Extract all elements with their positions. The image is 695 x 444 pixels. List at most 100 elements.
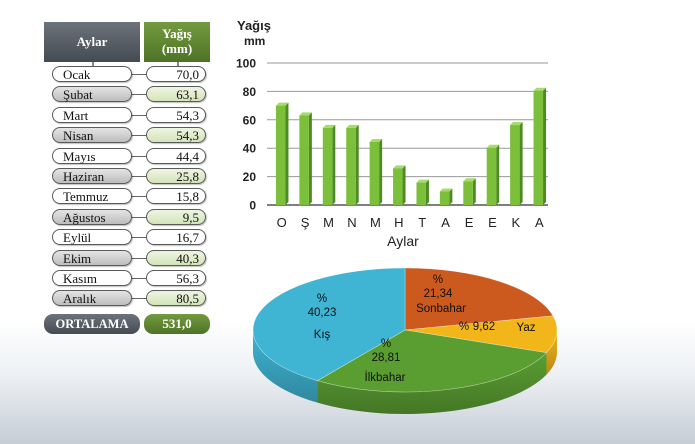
bar-gridlines xyxy=(267,62,548,206)
bar-y-axis-title-line1: Yağış xyxy=(237,18,271,33)
table-row: Ekim 40,3 xyxy=(0,249,230,268)
row-connector xyxy=(131,74,147,75)
rain-cell: 40,3 xyxy=(146,249,206,266)
bar-y-tick-label: 0 xyxy=(249,199,256,213)
bar-top xyxy=(510,122,523,126)
average-label: ORTALAMA xyxy=(44,314,140,334)
pie-slice-side-shade xyxy=(546,330,557,375)
pie-label-percent-sign: % xyxy=(433,274,443,286)
month-header-label: Aylar xyxy=(76,33,108,49)
bar xyxy=(533,90,544,205)
pie-label-name: İlkbahar xyxy=(365,371,406,384)
bar-side xyxy=(472,178,476,205)
pie-slice xyxy=(404,267,554,331)
row-connector xyxy=(131,135,147,137)
bar-top xyxy=(533,87,547,91)
rain-cell: 9,5 xyxy=(146,208,206,225)
average-row: ORTALAMA 531,0 xyxy=(0,314,230,336)
bar xyxy=(369,141,380,205)
row-connector xyxy=(131,257,147,259)
bar-side xyxy=(543,87,547,205)
pie-labels: % 21,34 Sonbahar% 9,62 Yaz% 28,81 İlkbahar% 40,… xyxy=(308,274,536,384)
table-row: Temmuz 15,8 xyxy=(0,188,230,206)
bar-side xyxy=(519,122,523,205)
table-row: Şubat 63,1 xyxy=(0,86,230,104)
row-connector xyxy=(131,114,147,116)
table-row: Mayıs 44,4 xyxy=(0,147,230,166)
row-connector xyxy=(131,216,147,218)
bar-x-tick-label: K xyxy=(512,215,521,230)
bar-side xyxy=(379,138,383,205)
rain-cell: 63,1 xyxy=(146,86,206,103)
bar-top xyxy=(393,165,406,169)
table-row: Eylül 16,7 xyxy=(0,229,230,247)
month-cell: Nisan xyxy=(52,127,132,144)
pie-depth xyxy=(253,330,557,414)
pie-label-value-label: 9,62 xyxy=(473,321,495,333)
pie-label-name: Sonbahar xyxy=(416,303,466,315)
bar-x-tick-label: N xyxy=(347,215,356,230)
month-cell: Şubat xyxy=(52,86,132,103)
month-cell: Aralık xyxy=(52,290,132,307)
bar-top xyxy=(275,102,289,106)
rain-cell: 56,3 xyxy=(146,270,206,286)
table-row: Kasım 56,3 xyxy=(0,270,230,288)
bar-side xyxy=(449,188,453,205)
bar-top xyxy=(322,124,336,128)
rain-cell: 16,7 xyxy=(146,229,206,246)
rain-cell: 15,8 xyxy=(146,188,206,205)
row-connector xyxy=(131,278,147,279)
pie-slice-side-shade xyxy=(317,352,547,414)
pie-label-percent-sign: % xyxy=(459,321,469,333)
bar xyxy=(346,127,356,205)
table-row: Mart 54,3 xyxy=(0,106,230,125)
pie-label-value-label: 28,81 xyxy=(372,352,401,364)
month-column-header: Aylar xyxy=(44,22,140,67)
bar-side xyxy=(285,102,289,205)
row-connector xyxy=(131,237,147,239)
bar-side xyxy=(355,124,359,205)
bar-top xyxy=(463,178,476,182)
bar xyxy=(322,127,333,205)
row-connector xyxy=(131,176,147,177)
bar xyxy=(486,147,497,205)
bar-top xyxy=(439,188,453,192)
row-connector xyxy=(131,94,147,96)
bar-x-tick-label: M xyxy=(370,215,381,230)
month-cell: Kasım xyxy=(52,270,132,286)
pie-slices xyxy=(252,267,558,393)
bar-y-tick-label: 80 xyxy=(243,85,257,99)
bar-y-axis-title-line2: mm xyxy=(244,34,265,48)
bar-y-tick-label: 60 xyxy=(243,113,257,127)
month-cell: Ekim xyxy=(52,249,132,266)
bar-side xyxy=(425,179,429,205)
table-row: Ocak 70,0 xyxy=(0,66,230,84)
bar-x-tick-label: E xyxy=(488,215,497,230)
bar-side xyxy=(308,112,312,205)
bar-side xyxy=(496,144,500,205)
rain-cell: 80,5 xyxy=(146,290,206,307)
month-cell: Mayıs xyxy=(52,147,132,164)
pie-slice xyxy=(316,329,548,393)
row-connector xyxy=(131,196,147,198)
bar-x-axis-title: Aylar xyxy=(387,233,419,249)
bar-y-ticks: 0 20 40 60 80 100 xyxy=(236,57,256,213)
bar-x-tick-label: T xyxy=(418,215,426,230)
pie-slice xyxy=(252,267,406,382)
bar-y-tick-label: 100 xyxy=(236,57,256,71)
bar-x-tick-label: A xyxy=(535,215,544,230)
month-cell: Eylül xyxy=(52,229,132,246)
month-cell: Ağustos xyxy=(52,208,132,225)
bar-top xyxy=(346,124,359,128)
pie-label-value-label: 40,23 xyxy=(308,307,337,319)
table-row: Ağustos 9,5 xyxy=(0,208,230,227)
rain-header-line2: (mm) xyxy=(161,41,193,56)
rain-cell: 70,0 xyxy=(146,66,206,82)
bar-x-tick-label: H xyxy=(394,215,403,230)
pie-label-name: Kış xyxy=(314,329,331,341)
bar-top xyxy=(416,179,429,183)
table-row: Haziran 25,8 xyxy=(0,168,230,186)
